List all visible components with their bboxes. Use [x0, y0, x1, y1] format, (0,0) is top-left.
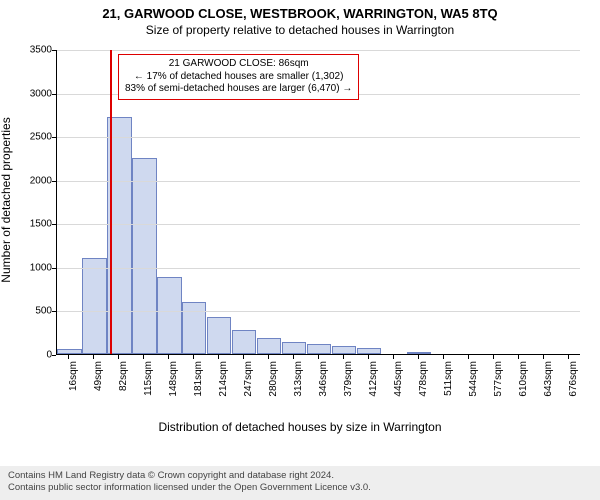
bar	[207, 317, 231, 354]
figure: 21, GARWOOD CLOSE, WESTBROOK, WARRINGTON…	[0, 0, 600, 500]
grid-line	[57, 268, 580, 269]
x-tick-label: 247sqm	[243, 361, 254, 401]
bar	[407, 352, 431, 354]
y-tick-label: 0	[12, 350, 52, 361]
y-tick-mark	[52, 94, 56, 95]
bar	[307, 344, 331, 354]
x-tick-mark	[418, 355, 419, 359]
x-tick-mark	[343, 355, 344, 359]
footer-line-1: Contains HM Land Registry data © Crown c…	[8, 470, 592, 482]
bar	[57, 349, 81, 354]
y-tick-label: 2000	[12, 175, 52, 186]
callout-line: ← 17% of detached houses are smaller (1,…	[125, 71, 352, 84]
x-tick-label: 148sqm	[168, 361, 179, 401]
x-tick-label: 313sqm	[293, 361, 304, 401]
x-tick-mark	[468, 355, 469, 359]
x-tick-label: 214sqm	[218, 361, 229, 401]
callout-box: 21 GARWOOD CLOSE: 86sqm← 17% of detached…	[118, 54, 359, 100]
x-tick-label: 544sqm	[468, 361, 479, 401]
bar	[282, 342, 306, 354]
x-tick-label: 181sqm	[193, 361, 204, 401]
x-tick-label: 610sqm	[518, 361, 529, 401]
x-tick-mark	[168, 355, 169, 359]
x-axis-label: Distribution of detached houses by size …	[0, 420, 600, 434]
x-tick-label: 412sqm	[368, 361, 379, 401]
x-tick-mark	[443, 355, 444, 359]
y-tick-mark	[52, 311, 56, 312]
x-tick-label: 82sqm	[118, 361, 129, 401]
x-tick-label: 643sqm	[543, 361, 554, 401]
x-tick-mark	[243, 355, 244, 359]
x-tick-mark	[543, 355, 544, 359]
y-tick-mark	[52, 268, 56, 269]
marker-line	[110, 50, 112, 354]
x-tick-label: 16sqm	[68, 361, 79, 401]
x-tick-label: 511sqm	[443, 361, 454, 401]
bar	[82, 258, 106, 354]
y-tick-label: 1500	[12, 219, 52, 230]
y-tick-label: 500	[12, 306, 52, 317]
grid-line	[57, 181, 580, 182]
bar	[182, 302, 206, 354]
bar	[357, 348, 381, 354]
callout-line: 21 GARWOOD CLOSE: 86sqm	[125, 58, 352, 71]
title-sub: Size of property relative to detached ho…	[0, 21, 600, 39]
x-tick-mark	[393, 355, 394, 359]
x-tick-mark	[218, 355, 219, 359]
bar	[157, 277, 181, 354]
bar	[232, 330, 256, 354]
x-tick-mark	[268, 355, 269, 359]
x-tick-mark	[368, 355, 369, 359]
x-tick-mark	[568, 355, 569, 359]
x-tick-mark	[143, 355, 144, 359]
x-tick-label: 676sqm	[568, 361, 579, 401]
y-tick-mark	[52, 224, 56, 225]
grid-line	[57, 311, 580, 312]
x-tick-mark	[118, 355, 119, 359]
x-tick-mark	[518, 355, 519, 359]
x-tick-mark	[293, 355, 294, 359]
x-tick-label: 478sqm	[418, 361, 429, 401]
callout-line: 83% of semi-detached houses are larger (…	[125, 83, 352, 96]
bar	[257, 338, 281, 354]
y-tick-mark	[52, 355, 56, 356]
y-tick-mark	[52, 137, 56, 138]
title-main: 21, GARWOOD CLOSE, WESTBROOK, WARRINGTON…	[0, 0, 600, 21]
grid-line	[57, 50, 580, 51]
chart-area: Number of detached properties Distributi…	[0, 40, 600, 440]
x-tick-label: 115sqm	[143, 361, 154, 401]
y-tick-label: 1000	[12, 262, 52, 273]
x-tick-label: 577sqm	[493, 361, 504, 401]
x-tick-label: 280sqm	[268, 361, 279, 401]
y-tick-mark	[52, 50, 56, 51]
bar	[132, 158, 156, 354]
y-tick-label: 2500	[12, 132, 52, 143]
y-tick-label: 3500	[12, 45, 52, 56]
grid-line	[57, 224, 580, 225]
x-tick-mark	[68, 355, 69, 359]
footer-line-2: Contains public sector information licen…	[8, 482, 592, 494]
y-tick-label: 3000	[12, 88, 52, 99]
x-tick-label: 379sqm	[343, 361, 354, 401]
x-tick-label: 49sqm	[93, 361, 104, 401]
x-tick-label: 346sqm	[318, 361, 329, 401]
x-tick-mark	[93, 355, 94, 359]
grid-line	[57, 137, 580, 138]
bar	[332, 346, 356, 354]
x-tick-mark	[193, 355, 194, 359]
y-tick-mark	[52, 181, 56, 182]
footer: Contains HM Land Registry data © Crown c…	[0, 466, 600, 500]
x-tick-mark	[493, 355, 494, 359]
x-tick-mark	[318, 355, 319, 359]
x-tick-label: 445sqm	[393, 361, 404, 401]
